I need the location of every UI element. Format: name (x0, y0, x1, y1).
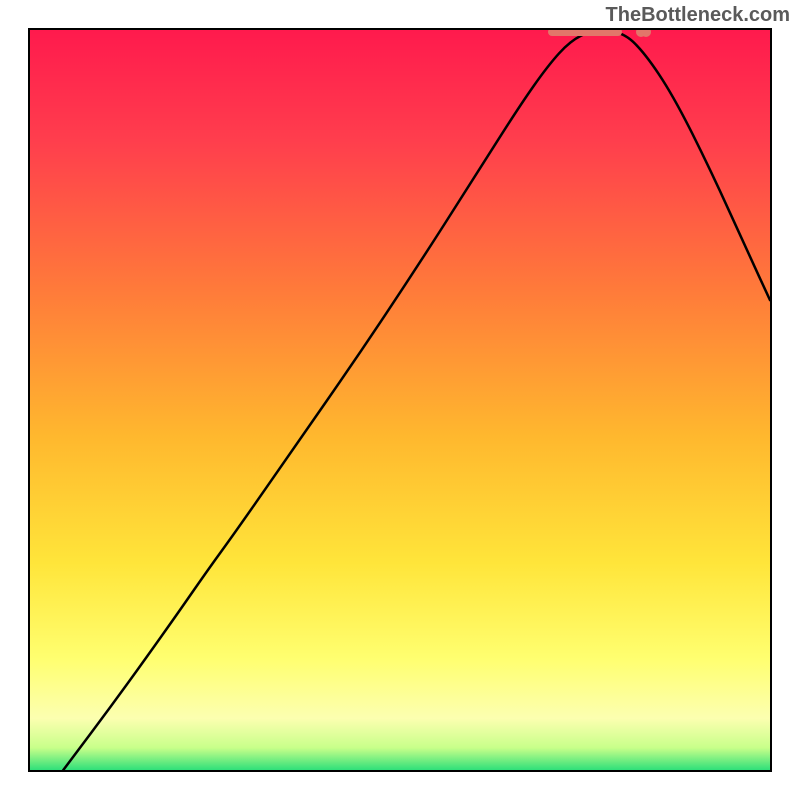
chart-plot-area (28, 28, 772, 772)
chart-curve (30, 30, 770, 770)
marker-dot (641, 28, 651, 37)
watermark-text: TheBottleneck.com (606, 4, 790, 27)
marker-segment (548, 28, 622, 36)
